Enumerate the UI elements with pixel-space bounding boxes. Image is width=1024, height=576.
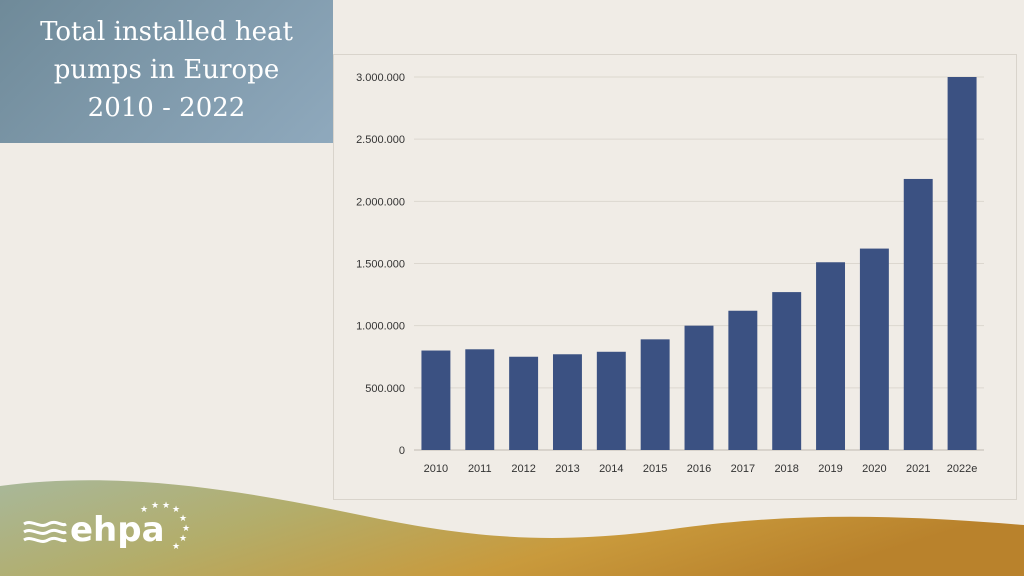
bar-2015 — [640, 339, 670, 450]
x-tick-label: 2013 — [555, 463, 579, 475]
x-tick-label: 2015 — [643, 463, 667, 475]
bar-2014 — [596, 351, 626, 450]
x-tick-label: 2014 — [599, 463, 623, 475]
y-tick-label: 2.500.000 — [356, 134, 405, 146]
chart-title: Total installed heat pumps in Europe 201… — [40, 16, 293, 123]
svg-text:★: ★ — [151, 501, 159, 511]
x-tick-label: 2010 — [424, 463, 448, 475]
x-tick-label: 2017 — [731, 463, 755, 475]
y-tick-label: 0 — [399, 445, 405, 457]
bar-chart: 0 500.000 1.000.000 1.500.000 2.000.000 2.500… — [356, 72, 984, 475]
bar-2019 — [816, 262, 846, 450]
x-tick-label: 2022e — [947, 463, 978, 475]
title-panel: Total installed heat pumps in Europe 201… — [0, 0, 333, 143]
x-tick-label: 2021 — [906, 463, 930, 475]
svg-text:★: ★ — [140, 505, 148, 515]
bar-2017 — [728, 310, 758, 450]
bar-2011 — [465, 349, 495, 450]
svg-text:★: ★ — [179, 514, 187, 524]
y-tick-label: 1.500.000 — [356, 259, 405, 271]
bar-2018 — [772, 292, 802, 450]
chart-frame: 0 500.000 1.000.000 1.500.000 2.000.000 2.500… — [333, 54, 1017, 500]
svg-text:★: ★ — [179, 534, 187, 544]
x-tick-label: 2020 — [862, 463, 886, 475]
x-tick-label: 2012 — [511, 463, 535, 475]
svg-text:★: ★ — [182, 524, 190, 534]
y-tick-label: 3.000.000 — [356, 72, 405, 84]
bar-2020 — [859, 248, 889, 450]
bar-2016 — [684, 325, 714, 450]
svg-text:★: ★ — [162, 501, 170, 511]
svg-text:★: ★ — [172, 542, 180, 552]
y-tick-label: 1.000.000 — [356, 321, 405, 333]
ehpa-logo: ★ ★ ★ ★ ★ ★ ★ ★ ehpa — [22, 500, 192, 560]
x-tick-label: 2011 — [468, 463, 492, 475]
bar-2021 — [903, 178, 933, 450]
x-tick-label: 2016 — [687, 463, 711, 475]
x-tick-label: 2019 — [818, 463, 842, 475]
bar-2010 — [421, 350, 451, 450]
x-tick-label: 2018 — [774, 463, 798, 475]
bar-2012 — [509, 356, 539, 450]
ehpa-logo-icon: ★ ★ ★ ★ ★ ★ ★ ★ — [23, 501, 190, 552]
y-tick-label: 2.000.000 — [356, 196, 405, 208]
bar-2013 — [552, 354, 582, 450]
svg-text:★: ★ — [172, 505, 180, 515]
y-tick-label: 500.000 — [365, 383, 405, 395]
logo-text: ehpa — [70, 510, 165, 550]
bar-2022e — [947, 77, 977, 450]
